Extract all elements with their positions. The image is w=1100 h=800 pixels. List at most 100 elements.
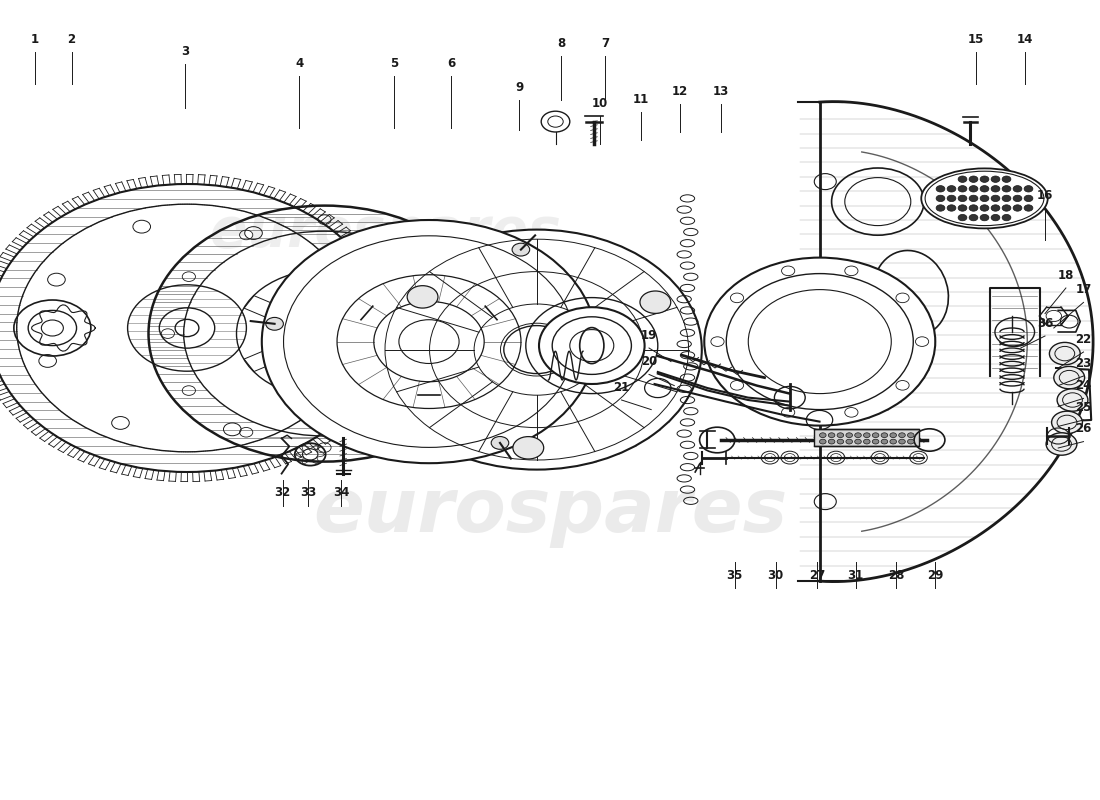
Circle shape [1002,205,1011,211]
Text: 36: 36 [1037,317,1053,330]
Text: eurospares: eurospares [210,205,560,259]
Circle shape [881,439,888,444]
Circle shape [1057,389,1088,411]
Circle shape [846,439,852,444]
Text: 15: 15 [968,33,983,46]
Text: 22: 22 [1076,333,1091,346]
Text: 5: 5 [389,57,398,70]
Circle shape [936,205,945,211]
Text: 23: 23 [1076,357,1091,370]
Circle shape [908,439,914,444]
Circle shape [991,176,1000,182]
Text: 1: 1 [31,33,40,46]
Circle shape [872,433,879,438]
Circle shape [846,433,852,438]
Circle shape [899,439,905,444]
Text: 29: 29 [927,569,943,582]
Text: eurospares: eurospares [312,475,788,549]
Text: 20: 20 [641,355,657,368]
Text: 19: 19 [641,329,657,342]
Circle shape [1002,176,1011,182]
Circle shape [1002,186,1011,192]
Circle shape [958,176,967,182]
Text: 11: 11 [634,93,649,106]
Text: 32: 32 [275,486,290,499]
Circle shape [513,243,530,256]
Circle shape [890,433,896,438]
Text: 6: 6 [447,57,455,70]
Circle shape [820,433,826,438]
Circle shape [947,195,956,202]
Circle shape [1049,342,1080,365]
Text: 12: 12 [672,85,688,98]
Text: 25: 25 [1076,401,1091,414]
Circle shape [492,437,509,450]
Circle shape [899,433,905,438]
Text: 31: 31 [848,569,864,582]
Text: 7: 7 [601,37,609,50]
Circle shape [969,214,978,221]
Text: 13: 13 [713,85,728,98]
Circle shape [958,195,967,202]
Text: 10: 10 [592,97,607,110]
Circle shape [936,195,945,202]
Circle shape [1002,214,1011,221]
Text: 18: 18 [1058,269,1074,282]
Circle shape [539,307,645,384]
Circle shape [1002,195,1011,202]
Circle shape [407,286,438,308]
Bar [364,296,405,321]
Circle shape [640,291,671,314]
Circle shape [372,230,702,470]
Circle shape [991,205,1000,211]
Text: 35: 35 [727,569,742,582]
Bar [244,346,285,371]
Circle shape [936,186,945,192]
Circle shape [704,258,935,426]
Circle shape [828,439,835,444]
Text: 2: 2 [67,33,76,46]
Ellipse shape [922,168,1047,229]
Bar [814,429,918,446]
Circle shape [820,439,826,444]
Circle shape [513,437,543,459]
Circle shape [1046,433,1077,455]
Circle shape [266,318,284,330]
Circle shape [980,186,989,192]
Circle shape [947,205,956,211]
Circle shape [1054,366,1085,389]
Circle shape [958,205,967,211]
Text: 17: 17 [1076,283,1091,296]
Circle shape [1013,205,1022,211]
Circle shape [837,433,844,438]
Circle shape [947,186,956,192]
Circle shape [969,195,978,202]
Circle shape [890,439,896,444]
Circle shape [864,439,870,444]
Bar [315,270,334,296]
Text: 16: 16 [1037,189,1053,202]
Bar [315,371,334,397]
Circle shape [855,439,861,444]
Text: 9: 9 [515,81,524,94]
Circle shape [969,186,978,192]
Text: 27: 27 [810,569,825,582]
Circle shape [991,195,1000,202]
Text: 26: 26 [1076,422,1091,435]
Circle shape [1024,205,1033,211]
Text: 34: 34 [333,486,349,499]
Circle shape [980,214,989,221]
Text: 4: 4 [295,57,304,70]
Circle shape [958,186,967,192]
Text: 3: 3 [180,45,189,58]
Bar [364,346,405,371]
Text: 14: 14 [1018,33,1033,46]
Circle shape [958,214,967,221]
Text: 24: 24 [1076,379,1091,392]
Circle shape [1013,195,1022,202]
Circle shape [1013,186,1022,192]
Circle shape [855,433,861,438]
Bar [244,296,285,321]
Text: 30: 30 [768,569,783,582]
Circle shape [1024,195,1033,202]
